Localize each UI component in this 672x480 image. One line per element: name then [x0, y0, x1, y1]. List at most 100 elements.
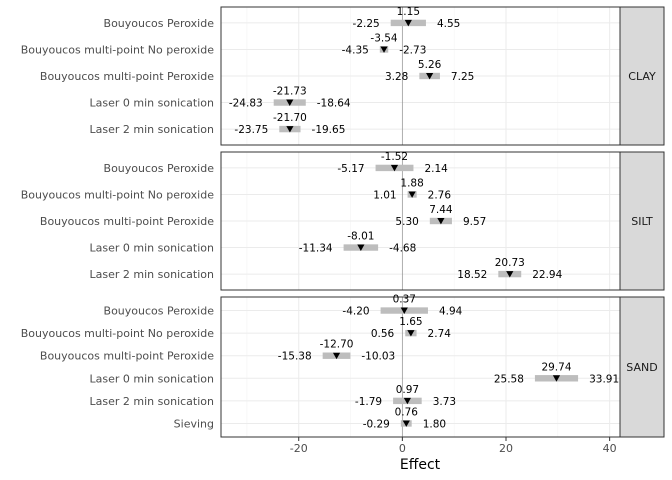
- category-label: Laser 2 min sonication: [90, 268, 214, 281]
- lower-bound-label: -1.79: [355, 396, 382, 408]
- lower-bound-label: 18.52: [457, 269, 487, 281]
- upper-bound-label: 4.94: [439, 306, 463, 318]
- lower-bound-label: -0.29: [363, 418, 390, 430]
- forest-row: Bouyoucos multi-point Peroxide -12.70 -15.…: [40, 339, 395, 363]
- upper-bound-label: 1.80: [423, 418, 446, 430]
- forest-row: Laser 2 min sonication 0.97 -1.79 3.73: [90, 384, 457, 408]
- x-tick-label: 20: [499, 442, 513, 455]
- upper-bound-label: -18.64: [317, 98, 351, 110]
- category-label: Bouyoucos Peroxide: [104, 17, 215, 30]
- lower-bound-label: -15.38: [278, 351, 312, 363]
- forest-row: Bouyoucos multi-point Peroxide 5.26 3.28 7.…: [40, 59, 474, 83]
- category-label: Bouyoucos multi-point Peroxide: [40, 350, 214, 363]
- lower-bound-label: 1.01: [373, 189, 396, 201]
- x-tick-label: 40: [603, 442, 617, 455]
- lower-bound-label: -24.83: [229, 98, 263, 110]
- estimate-label: -3.54: [370, 32, 397, 44]
- forest-row: Bouyoucos Peroxide 1.15 -2.25 4.55: [104, 6, 461, 30]
- forest-row: Sieving 0.76 -0.29 1.80: [174, 406, 446, 430]
- upper-bound-label: -4.68: [389, 243, 416, 255]
- upper-bound-label: -19.65: [312, 124, 346, 136]
- estimate-marker: [506, 271, 514, 278]
- category-label: Laser 0 min sonication: [90, 372, 214, 385]
- estimate-label: -1.52: [381, 151, 408, 163]
- estimate-label: 0.97: [396, 384, 419, 396]
- facet-strip: [619, 6, 665, 146]
- estimate-label: -8.01: [347, 231, 374, 243]
- upper-bound-label: 2.76: [428, 189, 452, 201]
- estimate-marker: [404, 19, 412, 27]
- category-label: Sieving: [174, 417, 214, 430]
- category-label: Bouyoucos multi-point No peroxide: [21, 327, 215, 340]
- estimate-marker: [426, 73, 434, 80]
- estimate-label: 5.26: [418, 59, 442, 71]
- estimate-label: 20.73: [495, 257, 525, 269]
- category-label: Bouyoucos multi-point No peroxide: [21, 188, 215, 201]
- forest-row: Bouyoucos Peroxide -1.52 -5.17 2.14: [104, 151, 449, 175]
- lower-bound-label: -2.25: [353, 18, 380, 30]
- forest-row: Laser 2 min sonication 20.73 18.52 22.94: [90, 257, 563, 281]
- forest-row: Laser 0 min sonication -8.01 -11.34 -4.68: [90, 231, 417, 255]
- estimate-marker: [407, 330, 415, 337]
- category-label: Laser 0 min sonication: [90, 97, 214, 110]
- lower-bound-label: 25.58: [494, 373, 524, 385]
- upper-bound-label: 33.91: [589, 373, 619, 385]
- lower-bound-label: -4.35: [342, 44, 369, 56]
- facet-panel-silt: Bouyoucos Peroxide-1.52-5.17 2.14Bouyouco…: [21, 151, 665, 291]
- estimate-marker: [380, 46, 388, 53]
- x-axis-title: Effect: [400, 457, 441, 473]
- upper-bound-label: -10.03: [361, 351, 395, 363]
- lower-bound-label: -23.75: [234, 124, 268, 136]
- estimate-marker: [402, 420, 410, 427]
- upper-bound-label: 7.25: [451, 71, 474, 83]
- lower-bound-label: 3.28: [385, 71, 408, 83]
- category-label: Bouyoucos multi-point Peroxide: [40, 70, 214, 83]
- estimate-label: 0.76: [395, 406, 419, 418]
- estimate-label: -12.70: [320, 339, 354, 351]
- forest-row: Laser 2 min sonication -21.70 -23.75 -19.65: [90, 112, 346, 136]
- facet-strip-label: SILT: [631, 215, 653, 228]
- upper-bound-label: 9.57: [463, 216, 486, 228]
- upper-bound-label: -2.73: [399, 44, 426, 56]
- forest-row: Laser 0 min sonication -21.73 -24.83 -18.64: [90, 86, 351, 110]
- category-label: Laser 2 min sonication: [90, 123, 214, 136]
- estimate-marker: [357, 244, 365, 251]
- category-label: Laser 2 min sonication: [90, 395, 214, 408]
- estimate-label: 1.88: [400, 177, 423, 189]
- estimate-marker: [408, 191, 416, 198]
- category-label: Bouyoucos multi-point Peroxide: [40, 215, 214, 228]
- lower-bound-label: 0.56: [371, 328, 395, 340]
- estimate-label: 7.44: [429, 204, 453, 216]
- estimate-marker: [403, 397, 411, 405]
- estimate-label: 1.65: [399, 316, 422, 328]
- estimate-marker: [286, 99, 294, 106]
- lower-bound-label: 5.30: [395, 216, 418, 228]
- category-label: Bouyoucos Peroxide: [104, 305, 215, 318]
- estimate-label: 0.37: [393, 294, 416, 306]
- upper-bound-label: 2.14: [424, 163, 448, 175]
- forest-row: Bouyoucos multi-point No peroxide -3.54-4…: [21, 32, 427, 56]
- upper-bound-label: 22.94: [532, 269, 562, 281]
- lower-bound-label: -4.20: [342, 306, 369, 318]
- forest-row: Bouyoucos multi-point No peroxide 1.88 1.0…: [21, 177, 452, 201]
- upper-bound-label: 3.73: [433, 396, 456, 408]
- estimate-marker: [332, 352, 341, 360]
- facet-strip-label: SAND: [626, 361, 657, 374]
- x-tick-label: 0: [399, 442, 406, 455]
- estimate-marker: [437, 218, 445, 225]
- facet-strip: [619, 151, 665, 291]
- category-label: Bouyoucos multi-point No peroxide: [21, 43, 215, 56]
- forest-row: Bouyoucos multi-point No peroxide 1.65 0.5…: [21, 316, 452, 340]
- category-label: Laser 0 min sonication: [90, 242, 214, 255]
- estimate-marker: [400, 307, 408, 314]
- forest-row: Bouyoucos multi-point Peroxide 7.44 5.30 9.…: [40, 204, 486, 228]
- facet-strip: [619, 296, 665, 438]
- estimate-label: 29.74: [541, 361, 571, 373]
- estimate-label: -21.70: [273, 112, 307, 124]
- x-axis: -20 0 20 40: [290, 437, 617, 455]
- estimate-label: -21.73: [273, 86, 307, 98]
